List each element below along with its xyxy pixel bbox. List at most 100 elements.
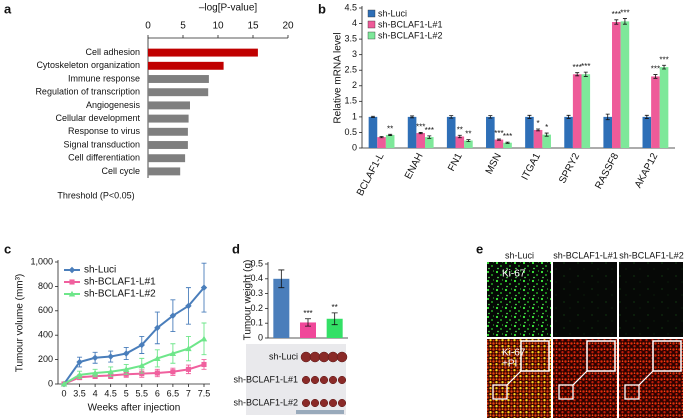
error-bar <box>662 64 667 70</box>
y-tick-label: 0.2 <box>250 303 263 313</box>
x-axis-label: Weeks after injection <box>88 403 181 414</box>
y-tick-label: 1 <box>352 111 357 121</box>
legend-label: sh-BCLAF1-L#2 <box>84 289 156 300</box>
tumour <box>301 398 311 408</box>
marker <box>154 370 160 376</box>
error-bar <box>466 139 471 142</box>
y-tick-label: 400 <box>38 330 53 340</box>
tumour <box>337 398 347 408</box>
bar <box>148 114 189 123</box>
error-bar <box>536 128 541 132</box>
micrograph <box>487 262 551 337</box>
bar <box>377 137 386 148</box>
x-tick-label: 20 <box>282 21 294 32</box>
significance: *** <box>620 9 629 18</box>
x-tick-label: 6.5 <box>167 388 180 398</box>
y-tick-label: 600 <box>38 305 53 315</box>
y-tick-label: 0.5 <box>250 258 263 268</box>
error-bar <box>505 141 510 144</box>
error-bar <box>566 114 571 119</box>
error-bar <box>379 136 384 139</box>
marker <box>200 335 208 342</box>
marker <box>107 368 114 375</box>
y-tick-label: 0 <box>352 142 357 152</box>
x-tick-label: 5 <box>124 388 129 398</box>
legend-marker <box>68 290 76 297</box>
bar <box>416 133 425 148</box>
zoom-connector <box>572 370 588 386</box>
marker <box>91 369 99 376</box>
tumour <box>310 398 320 408</box>
bar <box>368 116 378 148</box>
bar <box>651 76 660 148</box>
error-bar <box>388 133 393 136</box>
legend-swatch <box>367 31 376 40</box>
category-label: Regulation of transcription <box>35 87 140 97</box>
y-axis-label: Relative mRNA level <box>333 32 344 123</box>
x-tick-label: 7.5 <box>198 388 211 398</box>
bar <box>464 140 473 148</box>
category-label: Cell differentiation <box>68 153 140 163</box>
annotation: Threshold (P<0.05) <box>57 190 134 200</box>
category-label: Cell adhesion <box>85 47 140 57</box>
x-tick-label: AKAP12 <box>633 151 661 190</box>
bar <box>455 136 465 148</box>
y-tick-label: 1.5 <box>344 96 357 106</box>
photo-ruler <box>296 410 344 414</box>
category-label: Signal transduction <box>63 139 140 149</box>
error-bar <box>427 135 432 139</box>
marker <box>123 350 130 357</box>
bar <box>612 22 621 148</box>
y-axis-label: Tumour weight (g) <box>243 260 254 341</box>
series-line <box>63 363 205 385</box>
x-tick-label: 3.5 <box>73 388 86 398</box>
significance: * <box>545 123 548 132</box>
legend-swatch <box>367 9 376 18</box>
x-tick-label: ITGA1 <box>520 151 543 182</box>
series-line <box>63 338 205 385</box>
y-tick-label: 3.5 <box>344 33 357 43</box>
marker <box>107 353 114 360</box>
zoom-connector <box>506 370 522 386</box>
y-tick-label: 2.5 <box>344 65 357 75</box>
x-tick-label: RASSF8 <box>593 151 621 191</box>
significance: *** <box>651 65 660 74</box>
category-label: Response to virus <box>68 126 141 136</box>
bar <box>300 322 316 338</box>
bar <box>603 116 613 148</box>
bar <box>424 137 434 148</box>
significance: *** <box>581 62 590 71</box>
x-tick-label: BCLAF1-L <box>355 151 387 198</box>
bar <box>659 67 669 148</box>
bar <box>273 278 290 338</box>
marker <box>138 341 145 349</box>
bar <box>494 139 504 148</box>
legend-label: sh-Luci <box>84 265 116 276</box>
bar <box>148 167 181 176</box>
zoom-inset <box>520 340 550 372</box>
category-label: Angiogenesis <box>86 100 141 110</box>
bar <box>148 154 186 163</box>
x-tick-label: 5 <box>180 21 186 32</box>
x-tick-label: ENAH <box>403 151 426 181</box>
category-label: Cytoskeleton organization <box>36 60 140 70</box>
significance: ** <box>457 125 463 134</box>
bar <box>642 116 652 148</box>
bar <box>148 61 224 70</box>
marker <box>123 366 130 372</box>
x-tick-label: 5.5 <box>136 388 149 398</box>
category-label: Cell cycle <box>101 166 140 176</box>
significance: ** <box>332 303 338 312</box>
significance: *** <box>573 63 582 72</box>
error-bar <box>575 72 580 77</box>
marker <box>185 345 192 352</box>
tumour <box>327 351 339 363</box>
bar <box>486 116 495 148</box>
column-label: sh-Luci <box>505 250 534 260</box>
marker <box>154 324 161 332</box>
bar <box>581 74 591 148</box>
x-tick-label: 7 <box>186 388 191 398</box>
column-label: sh-BCLAF1-L#2 <box>619 250 684 260</box>
zoom-inset <box>652 340 682 372</box>
error-bar <box>449 115 454 119</box>
